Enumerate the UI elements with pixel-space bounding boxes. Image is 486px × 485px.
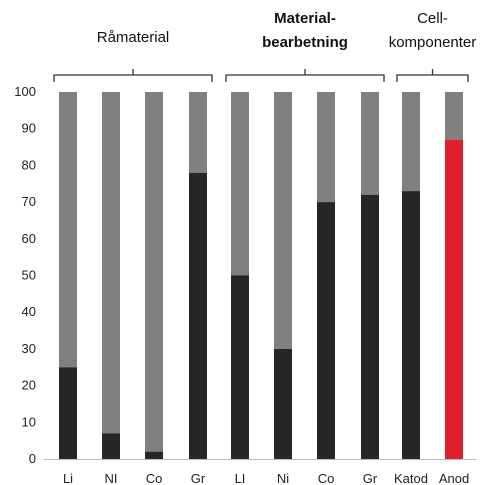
- group-label-3: komponenter: [389, 34, 477, 51]
- bar-value-6: [274, 348, 292, 459]
- x-tick-label: Anod: [439, 471, 469, 485]
- bar-value-8: [361, 194, 379, 459]
- group-bracket-2: [225, 69, 385, 82]
- bar-remainder-1: [59, 92, 77, 368]
- bar-value-5: [231, 275, 249, 459]
- bar-remainder-3: [145, 92, 163, 452]
- bar-value-10: [445, 139, 463, 459]
- bar-value-9: [402, 191, 420, 459]
- x-tick-label: Li: [63, 471, 73, 485]
- bar-remainder-6: [274, 92, 292, 349]
- y-tick-label: 0: [29, 451, 36, 466]
- group-bracket-1: [53, 69, 213, 82]
- bar-value-4: [189, 172, 207, 460]
- y-tick-label: 10: [22, 414, 36, 429]
- bar-value-3: [145, 451, 163, 459]
- bar-remainder-2: [102, 92, 120, 434]
- bar-remainder-4: [189, 92, 207, 173]
- group-label-2: Material-: [274, 10, 336, 27]
- y-tick-label: 60: [22, 231, 36, 246]
- x-tick-label: Co: [318, 471, 335, 485]
- y-tick-label: 100: [14, 84, 36, 99]
- y-tick-label: 30: [22, 341, 36, 356]
- bar-remainder-9: [402, 92, 420, 192]
- group-bracket-3: [396, 69, 469, 82]
- bar-value-2: [102, 433, 120, 459]
- y-tick-label: 70: [22, 194, 36, 209]
- y-tick-label: 50: [22, 268, 36, 283]
- x-tick-label: Katod: [394, 471, 428, 485]
- y-tick-label: 40: [22, 304, 36, 319]
- x-tick-label: Ni: [277, 471, 289, 485]
- x-tick-label: Gr: [191, 471, 206, 485]
- y-tick-label: 80: [22, 157, 36, 172]
- group-label-1: Råmaterial: [97, 29, 170, 46]
- bar-remainder-10: [445, 92, 463, 140]
- bar-remainder-8: [361, 92, 379, 195]
- y-tick-label: 90: [22, 121, 36, 136]
- y-tick-label: 20: [22, 378, 36, 393]
- group-label-3: Cell-: [417, 10, 448, 27]
- bar-remainder-7: [317, 92, 335, 203]
- x-tick-label: Co: [146, 471, 163, 485]
- x-tick-label: Gr: [363, 471, 378, 485]
- group-label-2: bearbetning: [262, 34, 348, 51]
- bar-remainder-5: [231, 92, 249, 276]
- x-tick-label: NI: [105, 471, 118, 485]
- bar-value-7: [317, 202, 335, 459]
- bar-value-1: [59, 367, 77, 459]
- x-tick-label: LI: [235, 471, 246, 485]
